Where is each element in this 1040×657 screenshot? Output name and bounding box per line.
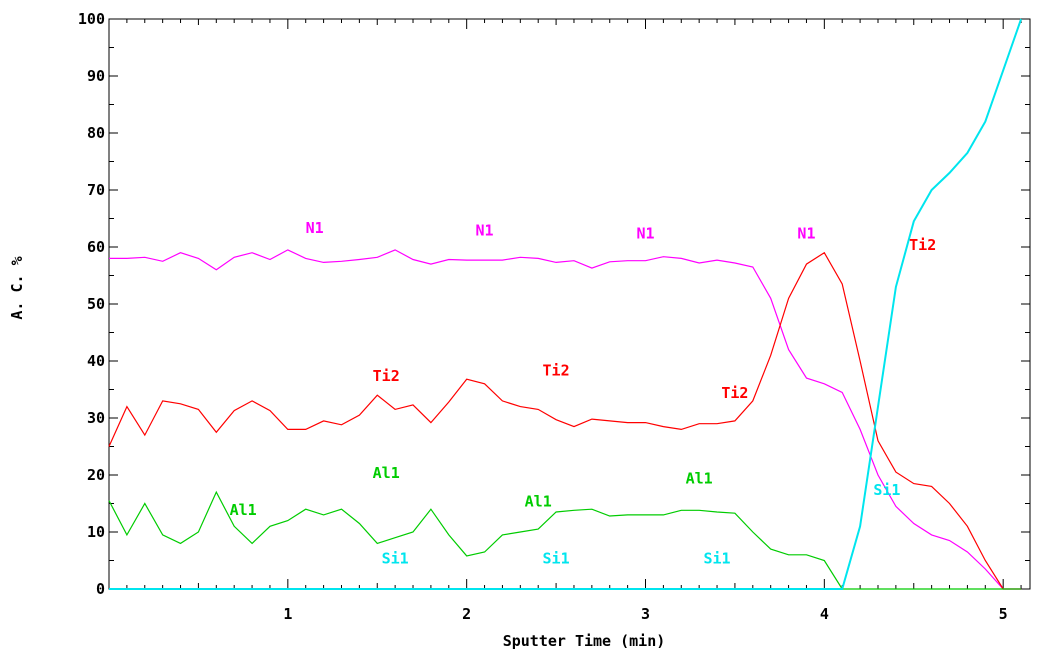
series-label-al1: Al1 bbox=[230, 501, 257, 519]
y-axis-ticks: 0 10 20 30 40 50 60 70 80 90 100 bbox=[78, 10, 1030, 598]
series-label-si1: Si1 bbox=[703, 549, 730, 567]
series-label-si1: Si1 bbox=[873, 481, 900, 499]
series-label-ti2: Ti2 bbox=[543, 361, 570, 379]
y-tick-label: 20 bbox=[87, 466, 105, 484]
y-tick-label: 90 bbox=[87, 67, 105, 85]
series-label-al1: Al1 bbox=[525, 492, 552, 510]
series-label-n1: N1 bbox=[306, 219, 324, 237]
x-axis-ticks: 1 2 3 4 5 bbox=[108, 19, 1022, 623]
series-label-al1: Al1 bbox=[686, 470, 713, 488]
y-tick-label: 0 bbox=[96, 580, 105, 598]
series-label-n1: N1 bbox=[636, 224, 654, 242]
x-tick-label: 3 bbox=[641, 605, 650, 623]
series-label-ti2: Ti2 bbox=[909, 236, 936, 254]
y-tick-label: 100 bbox=[78, 10, 105, 28]
series-annotations: N1 N1 N1 N1 Ti2 Ti2 Ti2 Ti2 Al1 Al1 Al1 Al1 Si1 Si1 Si… bbox=[230, 219, 937, 568]
y-axis-title: A. C. % bbox=[8, 256, 26, 319]
x-tick-label: 4 bbox=[820, 605, 829, 623]
y-tick-label: 80 bbox=[87, 124, 105, 142]
x-tick-label: 1 bbox=[283, 605, 292, 623]
x-axis-title: Sputter Time (min) bbox=[503, 632, 666, 650]
series-label-ti2: Ti2 bbox=[721, 384, 748, 402]
y-tick-label: 30 bbox=[87, 409, 105, 427]
x-tick-label: 2 bbox=[462, 605, 471, 623]
series-label-n1: N1 bbox=[476, 222, 494, 240]
y-tick-label: 40 bbox=[87, 352, 105, 370]
series-line-si1 bbox=[109, 18, 1023, 590]
series-label-ti2: Ti2 bbox=[373, 367, 400, 385]
x-tick-label: 5 bbox=[999, 605, 1008, 623]
series-label-n1: N1 bbox=[797, 224, 815, 242]
series-label-si1: Si1 bbox=[382, 549, 409, 567]
series-lines bbox=[108, 18, 1023, 590]
series-line-n1 bbox=[109, 249, 1022, 590]
y-tick-label: 10 bbox=[87, 523, 105, 541]
series-label-al1: Al1 bbox=[373, 464, 400, 482]
series-line-al1 bbox=[108, 490, 1022, 590]
y-tick-label: 50 bbox=[87, 295, 105, 313]
series-label-si1: Si1 bbox=[543, 549, 570, 567]
y-tick-label: 70 bbox=[87, 181, 105, 199]
y-tick-label: 60 bbox=[87, 238, 105, 256]
series-line-ti2 bbox=[108, 251, 1022, 590]
